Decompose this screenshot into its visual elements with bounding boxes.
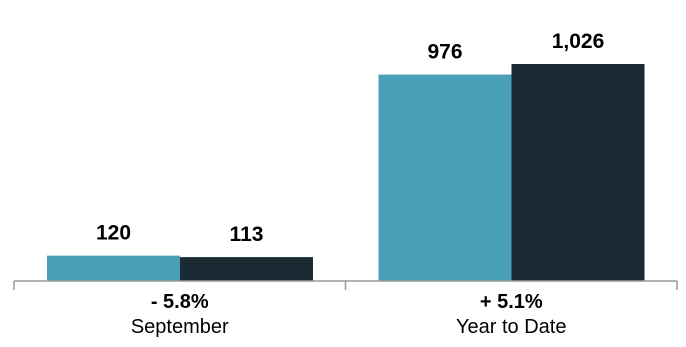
data-label-2-1: 113 bbox=[230, 223, 264, 246]
data-label-2-2: 1,026 bbox=[552, 30, 605, 53]
change-label-1: - 5.8% bbox=[151, 291, 209, 313]
change-label-2: + 5.1% bbox=[480, 291, 543, 313]
bar-2-2 bbox=[511, 64, 645, 281]
bar-1-1 bbox=[47, 255, 180, 281]
category-label-1: September bbox=[131, 316, 229, 338]
data-label-1-1: 120 bbox=[96, 222, 131, 245]
bar-1-2 bbox=[378, 74, 512, 282]
category-label-2: Year to Date bbox=[456, 316, 566, 338]
bar-2-1 bbox=[180, 257, 313, 281]
data-label-1-2: 976 bbox=[427, 41, 462, 64]
